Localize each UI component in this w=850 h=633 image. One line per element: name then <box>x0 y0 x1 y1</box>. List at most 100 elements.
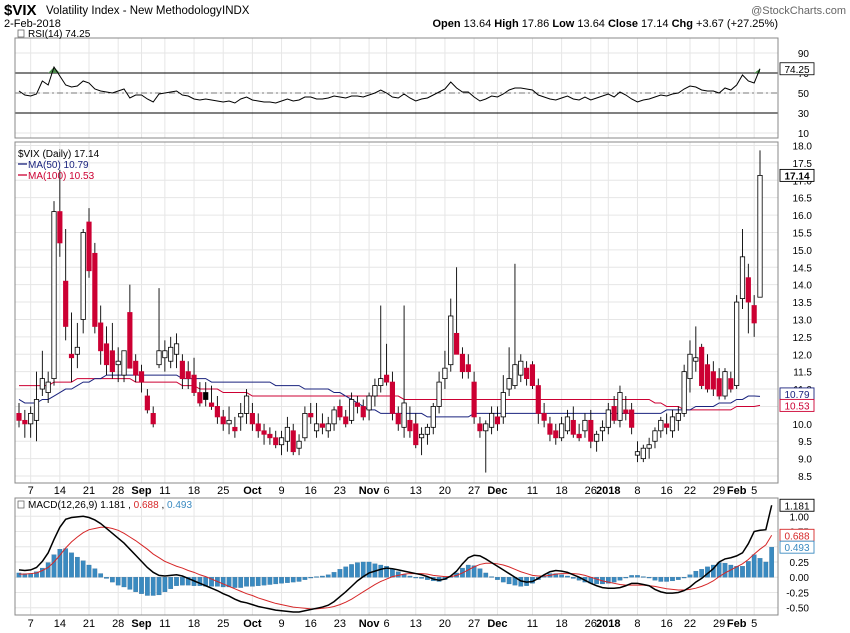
candle <box>652 427 658 449</box>
candle <box>436 371 442 414</box>
candle <box>197 382 203 407</box>
candle <box>757 150 763 298</box>
candle-body <box>419 433 425 439</box>
x-tick-label: 21 <box>83 485 95 497</box>
macd-histogram-bar <box>384 566 389 578</box>
x-tick-label: 14 <box>54 485 66 497</box>
candle-body <box>623 409 629 414</box>
macd-histogram-bar <box>63 548 69 578</box>
candle <box>489 406 495 435</box>
x-tick-label-bottom: 18 <box>188 618 200 630</box>
candle-body <box>541 413 547 421</box>
price-pane: 18.017.517.016.516.015.515.014.514.013.5… <box>14 141 815 484</box>
candle <box>354 396 360 414</box>
macd-histogram-bar <box>378 564 384 578</box>
candle-body <box>319 423 325 428</box>
candle <box>664 413 670 435</box>
x-tick-label-bottom: 25 <box>217 618 229 630</box>
candle <box>623 396 629 421</box>
candle-body <box>150 413 156 425</box>
macd-histogram-bar <box>740 566 745 578</box>
macd-histogram-bar <box>343 566 349 578</box>
candle-body <box>471 381 477 418</box>
candle-body <box>22 419 28 425</box>
candle-body <box>448 315 454 366</box>
candle-body <box>547 423 553 435</box>
candle-body <box>214 406 220 418</box>
x-tick-label: 16 <box>661 485 673 497</box>
candle-body <box>284 426 290 442</box>
candle-body <box>360 406 366 418</box>
candle-body <box>68 353 75 359</box>
ma50-legend: MA(50) 10.79 <box>28 160 89 171</box>
candle-body <box>652 430 658 442</box>
macd-histogram-bar <box>687 574 693 578</box>
macd-histogram-bar <box>238 577 244 588</box>
rsi-tick-label: 90 <box>798 49 810 60</box>
macd-histogram-bar <box>640 576 646 578</box>
candle <box>658 416 664 438</box>
candle-body <box>348 399 355 421</box>
candle-body <box>173 343 180 355</box>
macd-histogram-bar <box>734 566 739 578</box>
macd-histogram-bar <box>279 577 284 584</box>
candle-body <box>331 409 337 425</box>
rsi-legend: RSI(14) 74.25 <box>17 29 91 40</box>
candle <box>138 364 145 393</box>
candle-body <box>459 353 466 373</box>
price-tick-label: 8.5 <box>798 472 812 483</box>
candle-body <box>477 423 483 432</box>
candle <box>22 409 28 438</box>
candle <box>290 423 296 456</box>
macd-histogram-bar <box>92 568 98 578</box>
macd-histogram-bar <box>320 575 325 578</box>
macd-histogram-bar <box>51 554 57 578</box>
macd-histogram-bar <box>145 577 150 596</box>
candle <box>395 406 401 431</box>
candle <box>553 423 559 445</box>
candle <box>675 406 681 431</box>
macd-histogram-bar <box>98 573 104 578</box>
candle <box>419 427 425 456</box>
x-tick-label: Dec <box>487 485 507 497</box>
candle-body <box>658 419 664 432</box>
candle-body <box>243 395 250 414</box>
x-tick-label-bottom: 8 <box>634 618 640 630</box>
candle <box>739 228 746 310</box>
candle <box>80 228 86 334</box>
watermark: @StockCharts.com <box>751 5 846 17</box>
candle-body <box>51 211 57 380</box>
x-tick-label-bottom: 16 <box>305 618 317 630</box>
candle-body <box>273 437 279 446</box>
macd-histogram-bar <box>355 562 360 578</box>
candle-body <box>133 360 139 376</box>
price-tick-label: 10.0 <box>793 420 813 431</box>
candle-body <box>716 378 722 397</box>
candle-body <box>529 364 536 386</box>
candle <box>115 347 121 383</box>
candle-body <box>739 256 746 299</box>
candle <box>570 406 576 438</box>
macd-histogram-bar <box>751 554 757 578</box>
x-tick-label: 13 <box>410 485 422 497</box>
candle-body <box>693 357 699 362</box>
candle-body <box>162 350 168 359</box>
x-tick-label-bottom: 23 <box>334 618 346 630</box>
candle-body <box>92 252 98 327</box>
candle-body <box>500 392 506 418</box>
x-tick-label: 9 <box>278 485 284 497</box>
candle-body <box>757 175 763 298</box>
candle <box>745 263 751 334</box>
candle-body <box>337 406 343 418</box>
candle <box>162 340 168 372</box>
candle-body <box>407 419 413 432</box>
macd-histogram-bar <box>670 577 675 582</box>
candle <box>179 354 185 390</box>
candle <box>238 402 244 431</box>
x-tick-label-bottom: 13 <box>410 618 422 630</box>
candle-body <box>208 402 215 407</box>
candle-body <box>751 305 757 324</box>
candle-body <box>103 343 110 366</box>
x-tick-label-bottom: 21 <box>83 618 95 630</box>
